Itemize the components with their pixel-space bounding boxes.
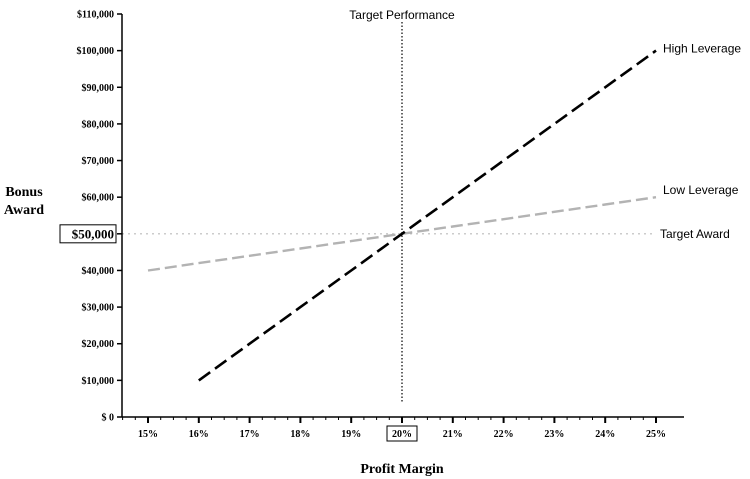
y-tick-label: $100,000 (77, 46, 115, 57)
high-leverage-label: High Leverage (663, 42, 741, 56)
y-tick-label: $90,000 (82, 83, 115, 94)
y-tick-label: $40,000 (82, 266, 115, 277)
x-tick-label: 16% (189, 429, 209, 440)
y-tick-label: $60,000 (82, 193, 115, 204)
y-tick-label: $80,000 (82, 119, 115, 130)
target-award-label: Target Award (660, 227, 730, 241)
target-performance-label: Target Performance (349, 8, 455, 22)
x-tick-label: 19% (341, 429, 361, 440)
y-tick-label: $110,000 (77, 10, 114, 21)
x-tick-highlight-box (386, 425, 418, 442)
y-tick-label: $50,000 (72, 226, 114, 241)
y-axis-title-line-2: Award (4, 203, 44, 218)
y-tick-label: $ 0 (102, 413, 115, 424)
x-tick-label: 25% (646, 429, 666, 440)
x-tick-label: 20% (392, 429, 412, 440)
x-tick-label: 24% (595, 429, 615, 440)
low-leverage-label: Low Leverage (663, 183, 739, 197)
y-tick-label: $30,000 (82, 303, 115, 314)
y-ticks: $ 0 $10,000 $20,000 $30,000 $40,000 $50,000 $6… (59, 10, 122, 424)
x-tick-label: 21% (443, 429, 463, 440)
x-ticks: 15% 16% 17% 18% 19% 20% 21% 22% 23% 24% 25% (122, 417, 666, 442)
y-tick-label: $10,000 (82, 376, 115, 387)
y-tick-label: $70,000 (82, 156, 115, 167)
x-axis-title: Profit Margin (360, 462, 444, 477)
x-tick-label: 17% (240, 429, 260, 440)
y-tick-highlight-box (59, 224, 117, 244)
x-tick-label: 15% (138, 429, 158, 440)
high-leverage-line (198, 49, 657, 382)
x-tick-label: 22% (494, 429, 514, 440)
x-tick-label: 18% (290, 429, 310, 440)
y-axis-title-line-1: Bonus (5, 185, 43, 200)
x-tick-label: 23% (544, 429, 564, 440)
y-tick-label: $20,000 (82, 339, 115, 350)
